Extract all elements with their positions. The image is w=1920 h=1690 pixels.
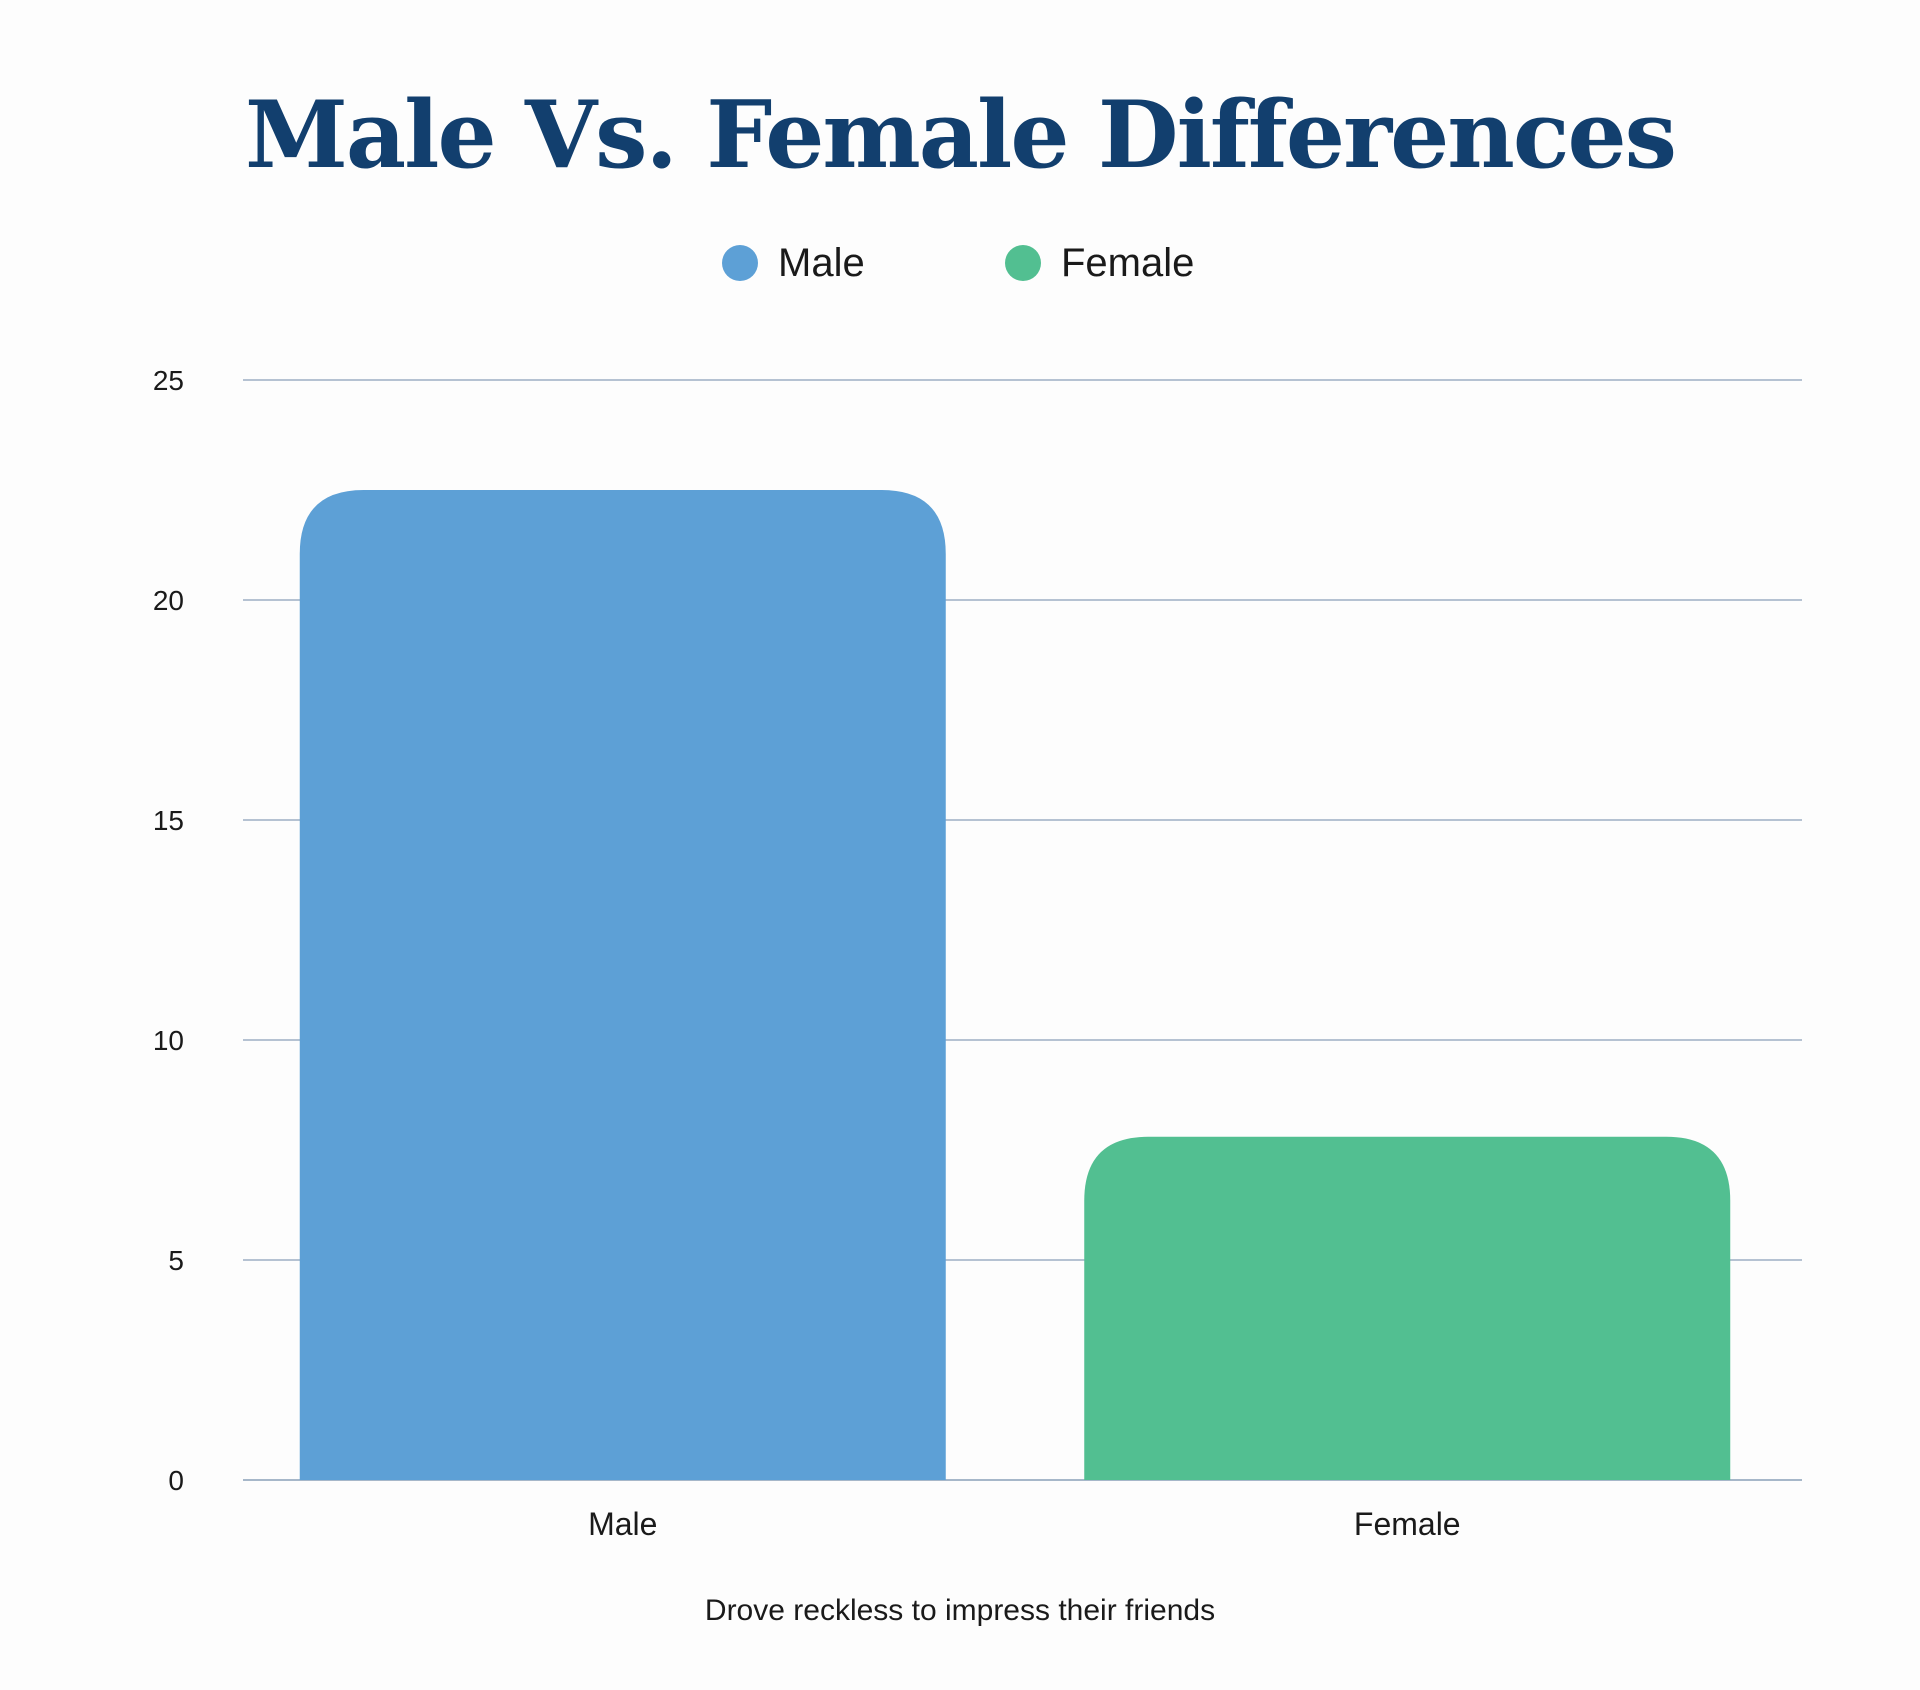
legend-label-male: Male — [778, 240, 865, 285]
bar-female — [1084, 1136, 1731, 1480]
y-tick-label: 0 — [168, 1465, 184, 1496]
legend-swatch-male — [722, 245, 758, 281]
legend-label-female: Female — [1061, 240, 1195, 285]
y-tick-label: 5 — [168, 1245, 184, 1276]
x-tick-label-female: Female — [1354, 1506, 1461, 1542]
chart-title: Male Vs. Female Differences — [244, 80, 1677, 189]
legend: Male Female — [0, 238, 1920, 288]
legend-swatch-female — [1005, 245, 1041, 281]
x-axis-label: Drove reckless to impress their friends — [704, 1594, 1216, 1627]
legend-item-male: Male — [722, 238, 865, 288]
legend-item-female: Female — [1005, 238, 1194, 288]
y-tick-label: 20 — [153, 585, 184, 616]
y-tick-label: 15 — [153, 805, 184, 836]
x-tick-label-male: Male — [588, 1506, 657, 1542]
bar-male — [299, 490, 946, 1480]
y-tick-label: 10 — [153, 1025, 184, 1056]
y-tick-label: 25 — [153, 365, 184, 396]
